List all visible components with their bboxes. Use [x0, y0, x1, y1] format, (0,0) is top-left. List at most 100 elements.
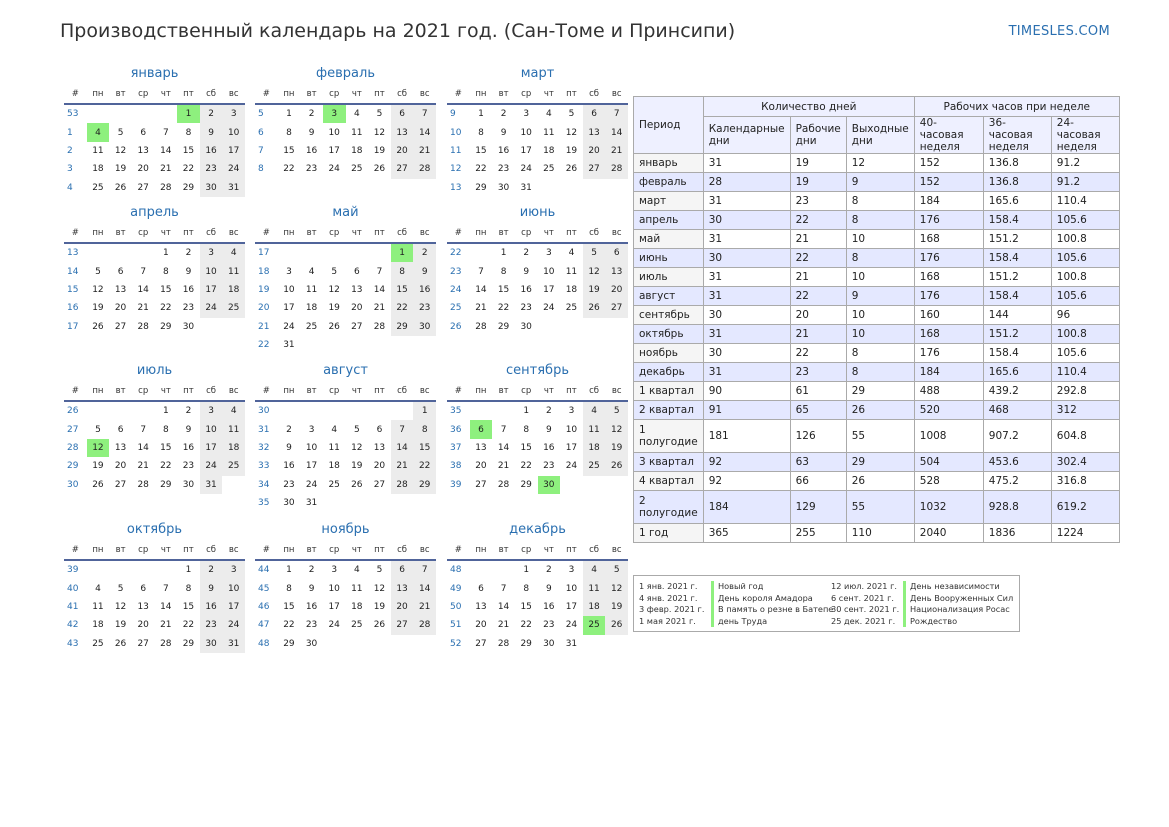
calendar-day: 25 — [328, 479, 340, 490]
calendar-day: 26 — [114, 638, 127, 649]
calendar-day: 11 — [582, 579, 606, 598]
holiday-name: День Вооруженных Сил — [903, 592, 1013, 604]
week-number: 43 — [67, 638, 79, 649]
week-number: 13 — [450, 182, 462, 193]
calendar-day: 18 — [92, 620, 104, 631]
weekday-header: вт — [492, 223, 515, 244]
page-title: Производственный календарь на 2021 год. … — [60, 20, 736, 42]
empty-day — [346, 635, 369, 653]
calendar-day: 18 — [328, 461, 340, 472]
week-number: 53 — [67, 109, 79, 120]
week-number: 30 — [67, 479, 79, 490]
weekday-header: вт — [300, 84, 323, 105]
value-cell: 168 — [913, 229, 984, 249]
weekday-header: пт — [177, 84, 200, 105]
value-cell: 100.8 — [1050, 324, 1120, 344]
calendar-day: 22 — [497, 303, 510, 314]
holiday-date: 6 сент. 2021 г. — [831, 592, 895, 603]
empty-day — [323, 401, 346, 420]
calendar-day: 30 — [543, 638, 555, 649]
empty-day — [346, 494, 369, 512]
summary-row: июнь 30 22 8 176 158.4 105.6 — [633, 248, 1120, 268]
summary-row: 1 квартал 90 61 29 488 439.2 292.8 — [633, 381, 1120, 401]
value-cell: 10 — [845, 305, 915, 325]
calendar-day: 19 — [605, 597, 628, 617]
calendar-day: 6 — [117, 266, 124, 277]
calendar-day: 16 — [305, 145, 318, 156]
value-cell: 110.4 — [1050, 362, 1120, 382]
summary-row: 2 квартал 91 65 26 520 468 312 — [633, 400, 1120, 420]
calendar-day: 28 — [413, 616, 436, 635]
week-number: 22 — [450, 248, 462, 259]
summary-row: май 31 21 10 168 151.2 100.8 — [633, 229, 1120, 249]
week-number: 6 — [258, 127, 264, 138]
empty-day — [346, 243, 369, 262]
calendar-day: 23 — [199, 616, 223, 635]
weekday-header: сб — [582, 381, 606, 402]
value-cell: 92 — [702, 452, 791, 472]
holiday-name: День короля Амадора — [711, 592, 813, 604]
weekday-header: # — [447, 84, 470, 105]
period-cell: 2 полугодие — [633, 490, 704, 524]
calendar-day: 28 — [373, 321, 386, 332]
calendar-day: 31 — [283, 340, 295, 351]
calendar-day: 19 — [582, 280, 606, 300]
empty-day — [222, 318, 245, 336]
month-calendar: май # пн вт ср чт пт сб вс 17 1 2 18 3 4 5 6 7 8 9 19 10 11 12 1… — [255, 203, 436, 354]
calendar-day: 11 — [92, 145, 104, 156]
empty-day — [278, 243, 301, 262]
calendar-day: 18 — [582, 597, 606, 617]
calendar-day: 17 — [328, 601, 340, 612]
weekday-header: # — [64, 84, 87, 105]
calendar-day: 15 — [475, 145, 487, 156]
month-calendar: сентябрь # пн вт ср чт пт сб вс 35 1 2 3 4 5 36 6 7 8 9 10 11… — [447, 361, 628, 494]
value-cell: 928.8 — [982, 490, 1052, 524]
calendar-day: 1 — [523, 565, 530, 576]
calendar-day: 6 — [605, 243, 628, 263]
calendar-day: 25 — [351, 164, 363, 175]
week-number: 3 — [67, 164, 73, 175]
week-number: 37 — [450, 442, 462, 453]
value-cell: 26 — [845, 400, 915, 420]
value-cell: 31 — [702, 153, 791, 173]
empty-day — [583, 318, 606, 336]
week-number: 1 — [67, 127, 73, 138]
calendar-day: 20 — [373, 461, 386, 472]
value-cell: 65 — [789, 400, 847, 420]
calendar-day: 28 — [160, 638, 172, 649]
calendar-day: 9 — [523, 266, 530, 277]
weekday-header: вс — [413, 84, 436, 105]
period-cell: декабрь — [633, 362, 704, 382]
calendar-day: 14 — [413, 579, 436, 598]
value-cell: 151.2 — [982, 324, 1052, 344]
calendar-day: 21 — [373, 303, 386, 314]
summary-row: ноябрь 30 22 8 176 158.4 105.6 — [633, 343, 1120, 363]
value-cell: 21 — [789, 229, 847, 249]
calendar-day: 10 — [328, 583, 340, 594]
calendar-day: 18 — [222, 280, 245, 300]
calendar-day: 19 — [351, 461, 363, 472]
calendar-day: 24 — [565, 461, 578, 472]
calendar-day: 7 — [605, 104, 628, 124]
calendar-day: 31 — [222, 178, 245, 197]
week-number: 5 — [258, 109, 264, 120]
calendar-day: 29 — [160, 479, 172, 490]
calendar-day: 8 — [185, 583, 192, 594]
calendar-day: 23 — [182, 461, 195, 472]
empty-day — [413, 494, 436, 512]
site-link[interactable]: TIMESLES.COM — [1008, 24, 1110, 39]
week-number: 8 — [258, 164, 264, 175]
calendar-day: 26 — [373, 164, 386, 175]
weekday-header: ср — [322, 223, 346, 244]
value-cell: 9 — [845, 286, 915, 306]
week-number: 36 — [450, 424, 462, 435]
calendar-day: 9 — [500, 127, 507, 138]
calendar-day: 1 — [500, 248, 507, 259]
empty-day — [109, 560, 132, 579]
calendar-day: 15 — [283, 601, 295, 612]
value-cell: 2040 — [913, 523, 984, 543]
empty-day — [605, 179, 628, 197]
calendar-day: 7 — [500, 583, 507, 594]
value-cell: 26 — [845, 471, 915, 491]
value-cell: 31 — [702, 191, 791, 211]
